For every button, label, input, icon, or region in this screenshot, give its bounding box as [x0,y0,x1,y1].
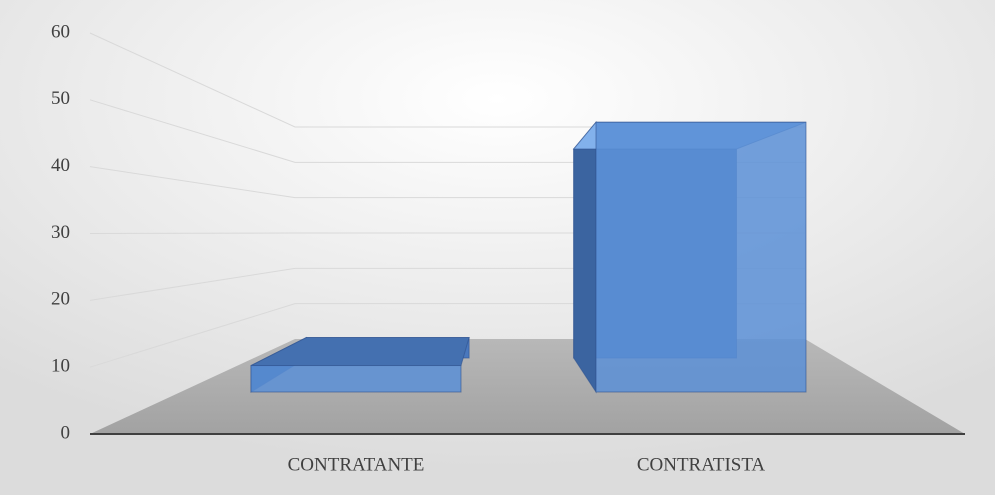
y-tick-label: 0 [61,422,71,443]
x-tick-label: CONTRATISTA [637,454,766,475]
y-tick-label: 10 [51,356,70,377]
bar-front [595,121,807,393]
y-tick-label: 60 [51,21,70,42]
y-tick-label: 40 [51,155,70,176]
y-tick-label: 30 [51,222,70,243]
bar [250,336,470,393]
y-tick-label: 50 [51,88,70,109]
x-tick-label: CONTRATANTE [288,454,425,475]
bar [572,120,807,394]
bar-side [573,120,597,394]
y-tick-label: 20 [51,289,70,310]
bar-front [250,365,462,393]
